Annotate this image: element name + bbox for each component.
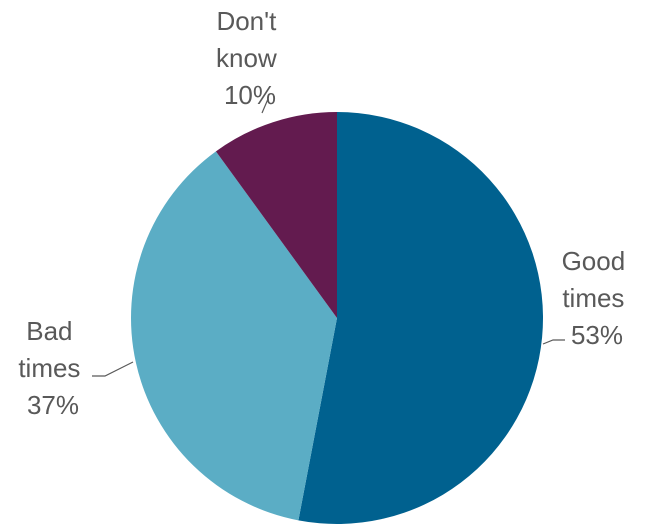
slice-label-bad-times-line2: times [18,353,80,383]
slice-label-dont-know-pct: 10% [224,80,276,110]
slice-label-good-times-line2: times [562,283,624,313]
pie-slice-good-times [298,111,544,524]
leader-line-good-times [542,339,565,345]
slice-label-good-times: Good times 53% [562,246,633,350]
leader-lines [92,98,565,377]
slice-label-dont-know-line1: Don't [216,6,277,36]
slice-label-good-times-pct: 53% [571,320,623,350]
pie-slice-bad-times [131,151,337,521]
slice-label-bad-times-pct: 37% [27,390,79,420]
slice-label-dont-know-line2: know [216,43,277,73]
pie-slices [131,111,544,524]
slice-label-dont-know: Don't know 10% [216,6,284,110]
slice-label-bad-times-line1: Bad [26,316,72,346]
slice-label-good-times-line1: Good [562,246,626,276]
pie-slice-dont-know [215,112,337,318]
slice-labels: Good times 53% Bad times 37% Don't know … [18,6,633,420]
slice-label-bad-times: Bad times 37% [18,316,87,420]
leader-line-dont-know [261,98,269,114]
leader-line-bad-times [92,361,134,377]
